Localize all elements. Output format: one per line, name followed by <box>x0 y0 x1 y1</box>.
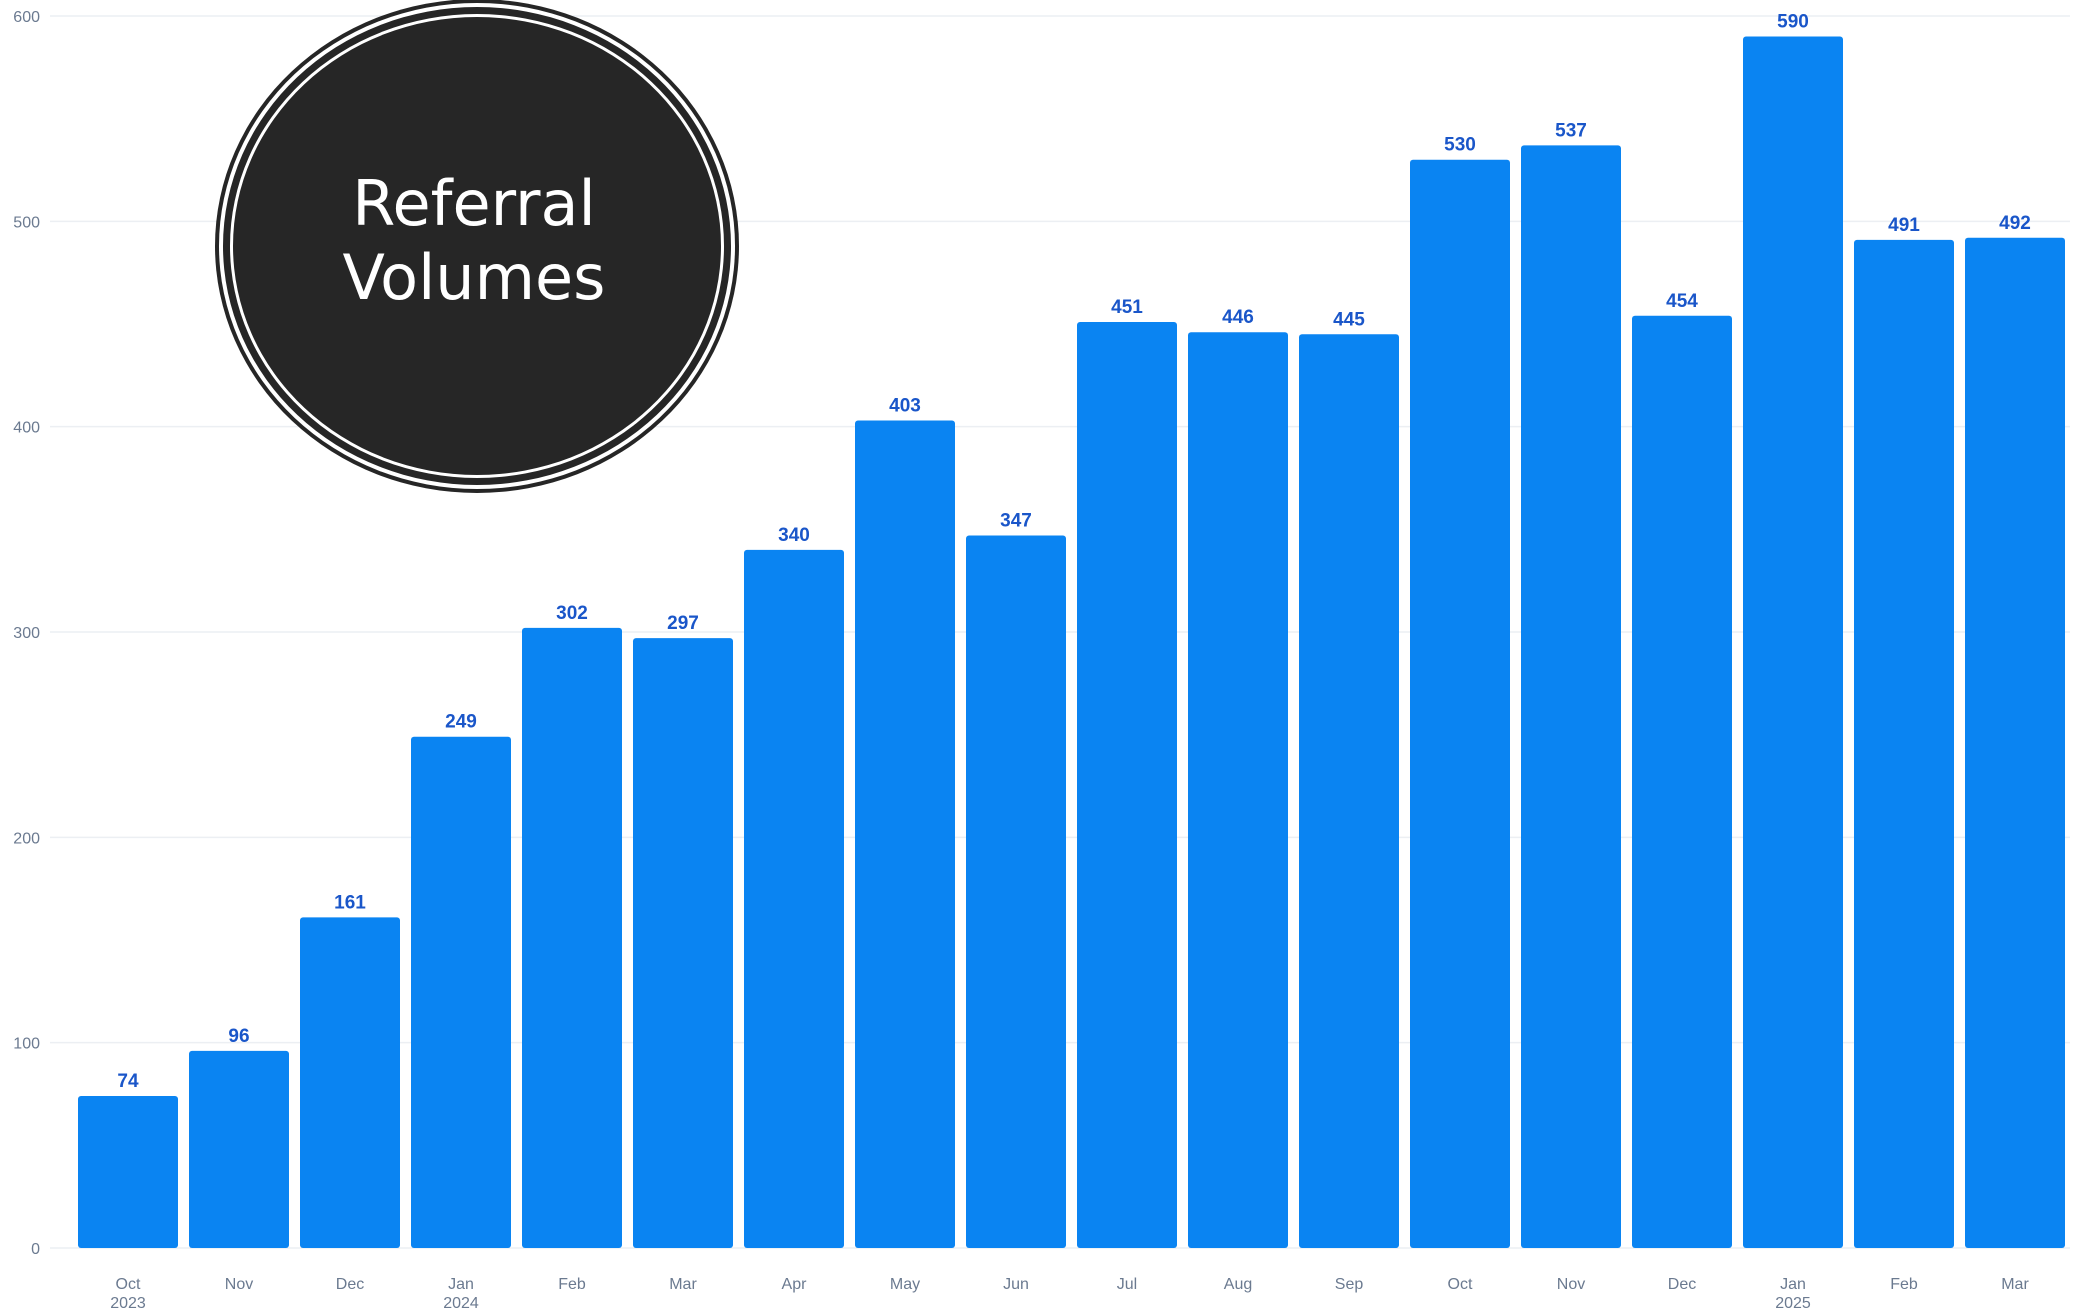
y-tick-label: 500 <box>13 214 40 231</box>
data-label: 347 <box>1000 510 1032 531</box>
x-tick-month: Jun <box>1003 1276 1029 1293</box>
bar <box>522 627 622 1248</box>
bar <box>1410 159 1510 1248</box>
x-tick-month: Mar <box>669 1276 697 1293</box>
data-label: 302 <box>556 603 588 624</box>
bar <box>1299 334 1399 1248</box>
data-label: 492 <box>1999 213 2031 234</box>
bar <box>1743 36 1843 1249</box>
bar <box>633 638 733 1248</box>
x-tick-month: May <box>890 1276 920 1293</box>
x-tick-month: Oct <box>116 1276 141 1293</box>
x-tick-month: Oct <box>1448 1276 1473 1293</box>
y-axis-ticks: 0 100 200 300 400 500 600 <box>13 9 40 1258</box>
x-tick-year: 2023 <box>110 1295 146 1312</box>
y-tick-label: 0 <box>31 1241 40 1258</box>
data-label: 445 <box>1333 309 1365 330</box>
data-label: 297 <box>667 613 699 634</box>
chart-title: Referral Volumes <box>342 167 606 314</box>
data-label: 74 <box>117 1071 139 1092</box>
y-tick-label: 600 <box>13 9 40 26</box>
bar <box>1854 239 1954 1248</box>
x-tick-month: Apr <box>782 1276 808 1293</box>
bar <box>78 1096 178 1248</box>
data-label: 403 <box>889 396 921 417</box>
bar <box>411 736 511 1248</box>
bar <box>744 549 844 1248</box>
x-tick-month: Jul <box>1117 1276 1137 1293</box>
y-tick-label: 300 <box>13 625 40 642</box>
x-tick-month: Feb <box>1890 1276 1918 1293</box>
data-label: 454 <box>1666 291 1698 312</box>
bars <box>78 36 2065 1249</box>
data-label: 446 <box>1222 307 1254 328</box>
x-tick-month: Mar <box>2001 1276 2029 1293</box>
bar <box>189 1050 289 1248</box>
y-tick-label: 400 <box>13 420 40 437</box>
y-tick-label: 200 <box>13 830 40 847</box>
x-tick-year: 2025 <box>1775 1295 1811 1312</box>
bar <box>1077 321 1177 1248</box>
data-label: 491 <box>1888 215 1920 236</box>
data-labels: 74 96 161 249 302 297 340 403 347 451 446 445 530 537… <box>117 12 2030 1093</box>
title-badge: Referral Volumes <box>223 7 731 485</box>
bar <box>855 420 955 1248</box>
x-axis-ticks: Oct 2023 Nov Dec Jan 2024 Feb Mar Apr May Jun Jul Au… <box>110 1276 2029 1312</box>
x-tick-month: Aug <box>1224 1276 1252 1293</box>
data-label: 96 <box>228 1026 249 1047</box>
x-tick-month: Feb <box>558 1276 586 1293</box>
x-tick-month: Nov <box>1557 1276 1585 1293</box>
x-tick-month: Dec <box>336 1276 364 1293</box>
bar <box>1188 332 1288 1248</box>
x-tick-month: Sep <box>1335 1276 1364 1293</box>
x-tick-month: Dec <box>1668 1276 1696 1293</box>
bar <box>966 535 1066 1248</box>
bar <box>1965 237 2065 1248</box>
data-label: 451 <box>1111 297 1143 318</box>
x-tick-year: 2024 <box>443 1295 479 1312</box>
x-tick-month: Jan <box>1780 1276 1806 1293</box>
x-tick-month: Jan <box>448 1276 474 1293</box>
bar <box>1632 315 1732 1249</box>
y-tick-label: 100 <box>13 1036 40 1053</box>
data-label: 340 <box>778 525 810 546</box>
data-label: 590 <box>1777 12 1809 33</box>
data-label: 537 <box>1555 120 1587 141</box>
data-label: 530 <box>1444 135 1476 156</box>
data-label: 161 <box>334 892 366 913</box>
x-tick-month: Nov <box>225 1276 253 1293</box>
data-label: 249 <box>445 712 477 733</box>
bar <box>1521 145 1621 1249</box>
bar <box>300 917 400 1248</box>
